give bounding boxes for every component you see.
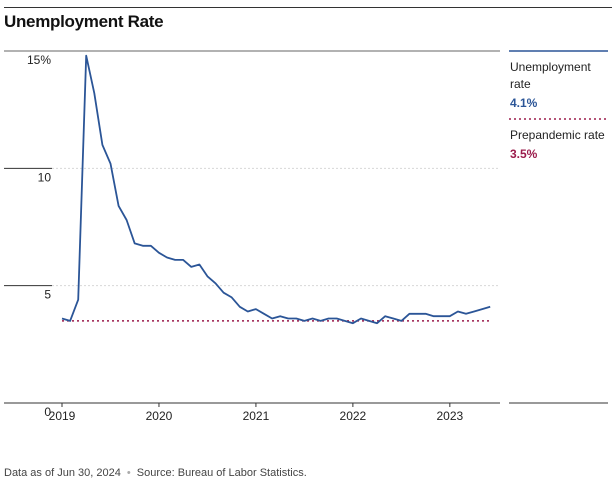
chart-title: Unemployment Rate — [4, 12, 164, 31]
top-rule — [4, 7, 612, 8]
y-tick-label: 15% — [27, 53, 51, 67]
x-tick-label: 2021 — [243, 409, 270, 423]
gridlines — [4, 50, 500, 404]
x-axis-ticks: 2019 2020 2021 2022 2023 — [49, 403, 464, 423]
legend-unemployment-line2: rate — [510, 77, 531, 91]
x-tick-label: 2020 — [146, 409, 173, 423]
legend-unemployment-label: Unemployment rate — [510, 59, 591, 93]
footer-separator: • — [126, 467, 131, 479]
footer: Data as of Jun 30, 2024 • Source: Bureau… — [4, 467, 307, 479]
legend-prepandemic-label: Prepandemic rate — [510, 128, 605, 142]
legend-unemployment-line1: Unemployment — [510, 60, 591, 74]
unemployment-rate-line — [61, 54, 491, 325]
x-tick-label: 2022 — [340, 409, 367, 423]
legend-unemployment-value: 4.1% — [510, 96, 538, 110]
y-axis-ticks: 0 5 10 15% — [27, 53, 51, 419]
series-group — [61, 54, 491, 325]
legend-rules — [509, 50, 608, 404]
y-tick-label: 5 — [44, 288, 51, 302]
y-tick-label: 0 — [44, 405, 51, 419]
y-tick-label: 10 — [38, 170, 52, 184]
x-tick-label: 2019 — [49, 409, 76, 423]
footer-source: Source: Bureau of Labor Statistics. — [136, 467, 307, 479]
legend-prepandemic-value: 3.5% — [510, 147, 538, 161]
footer-date-note: Data as of Jun 30, 2024 — [4, 467, 121, 479]
x-tick-label: 2023 — [436, 409, 463, 423]
